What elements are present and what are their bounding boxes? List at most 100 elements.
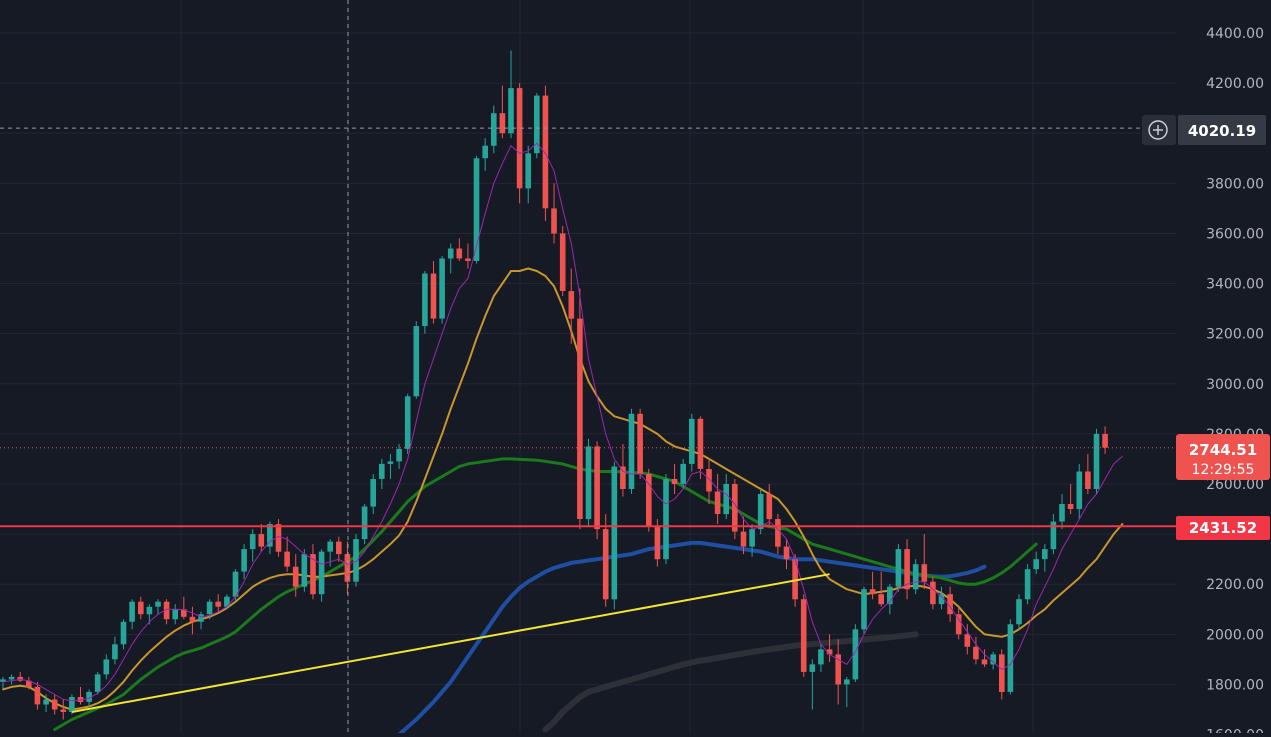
candle[interactable] — [671, 463, 678, 495]
candle[interactable] — [766, 483, 773, 527]
candle[interactable] — [551, 183, 557, 244]
candle[interactable] — [310, 544, 316, 600]
candle[interactable] — [370, 473, 376, 515]
candle[interactable] — [112, 636, 118, 665]
candle[interactable] — [999, 649, 1005, 700]
candle[interactable] — [740, 516, 747, 555]
candle[interactable] — [17, 671, 23, 682]
candle[interactable] — [138, 596, 144, 620]
candle[interactable] — [1033, 551, 1039, 575]
candle[interactable] — [628, 408, 635, 495]
candle[interactable] — [585, 438, 592, 527]
candle[interactable] — [732, 478, 738, 540]
candle[interactable] — [1076, 463, 1083, 520]
candle[interactable] — [1050, 514, 1057, 555]
candle[interactable] — [947, 586, 953, 622]
candle[interactable] — [336, 536, 342, 562]
candle[interactable] — [43, 694, 49, 712]
candle[interactable] — [422, 271, 428, 334]
candle[interactable] — [602, 514, 609, 607]
candle[interactable] — [163, 599, 170, 625]
candle[interactable] — [51, 694, 58, 715]
candle[interactable] — [499, 85, 506, 139]
candle[interactable] — [895, 544, 902, 592]
candle[interactable] — [172, 604, 178, 625]
candle[interactable] — [869, 571, 876, 600]
candle[interactable] — [835, 639, 841, 705]
candle[interactable] — [1085, 453, 1091, 495]
candle[interactable] — [215, 594, 221, 612]
candle[interactable] — [491, 105, 497, 154]
candle[interactable] — [637, 408, 643, 479]
candle[interactable] — [912, 559, 919, 595]
candle[interactable] — [34, 681, 41, 710]
candle[interactable] — [844, 676, 850, 707]
candle[interactable] — [646, 468, 652, 532]
candle[interactable] — [146, 604, 153, 625]
candle[interactable] — [1007, 619, 1014, 695]
candle[interactable] — [465, 243, 471, 269]
candle[interactable] — [189, 606, 196, 635]
candle[interactable] — [964, 624, 971, 655]
candle[interactable] — [508, 50, 514, 139]
candle[interactable] — [249, 529, 256, 562]
candle[interactable] — [77, 686, 84, 705]
candle[interactable] — [155, 599, 161, 615]
candle[interactable] — [318, 549, 325, 602]
support-trendline[interactable] — [71, 573, 830, 713]
candle[interactable] — [447, 243, 454, 274]
candle[interactable] — [258, 524, 265, 552]
candle[interactable] — [439, 255, 445, 324]
candle[interactable] — [818, 644, 824, 672]
candle[interactable] — [344, 541, 351, 595]
price-axis-bg[interactable] — [1176, 0, 1271, 733]
candle[interactable] — [120, 619, 127, 650]
candle[interactable] — [292, 554, 299, 597]
candle[interactable] — [938, 586, 945, 610]
candle[interactable] — [404, 393, 411, 454]
candle[interactable] — [775, 514, 781, 555]
candle[interactable] — [1067, 483, 1074, 515]
candle[interactable] — [413, 321, 420, 399]
candle[interactable] — [783, 539, 790, 570]
candle[interactable] — [955, 606, 962, 640]
candle[interactable] — [241, 544, 247, 580]
candle[interactable] — [577, 288, 583, 530]
candle[interactable] — [930, 576, 936, 610]
candle[interactable] — [680, 458, 686, 490]
candle[interactable] — [973, 636, 979, 665]
candle[interactable] — [594, 441, 600, 540]
candle[interactable] — [620, 443, 626, 497]
candle[interactable] — [387, 453, 394, 479]
candle[interactable] — [456, 238, 463, 262]
candle[interactable] — [723, 473, 729, 520]
candle[interactable] — [1102, 426, 1108, 454]
candle[interactable] — [301, 549, 308, 592]
candle[interactable] — [689, 413, 695, 472]
candle[interactable] — [861, 586, 867, 635]
candle[interactable] — [0, 676, 6, 690]
candle[interactable] — [482, 138, 488, 171]
candle[interactable] — [534, 93, 540, 159]
candle[interactable] — [887, 584, 893, 615]
candle[interactable] — [1016, 594, 1022, 630]
candle[interactable] — [430, 261, 437, 324]
candle[interactable] — [198, 611, 204, 630]
candle[interactable] — [129, 599, 135, 630]
candle[interactable] — [60, 699, 67, 720]
candle[interactable] — [396, 443, 402, 469]
candle[interactable] — [1024, 564, 1031, 605]
candle[interactable] — [1059, 494, 1065, 530]
candle[interactable] — [663, 473, 669, 565]
candle[interactable] — [103, 654, 110, 680]
candle[interactable] — [981, 649, 988, 667]
candle[interactable] — [379, 458, 385, 490]
candle[interactable] — [94, 671, 101, 695]
candle[interactable] — [1093, 428, 1100, 495]
candle[interactable] — [26, 676, 32, 690]
candle[interactable] — [516, 83, 523, 204]
candle[interactable] — [706, 458, 712, 505]
candle[interactable] — [353, 534, 359, 587]
candle[interactable] — [559, 225, 566, 297]
